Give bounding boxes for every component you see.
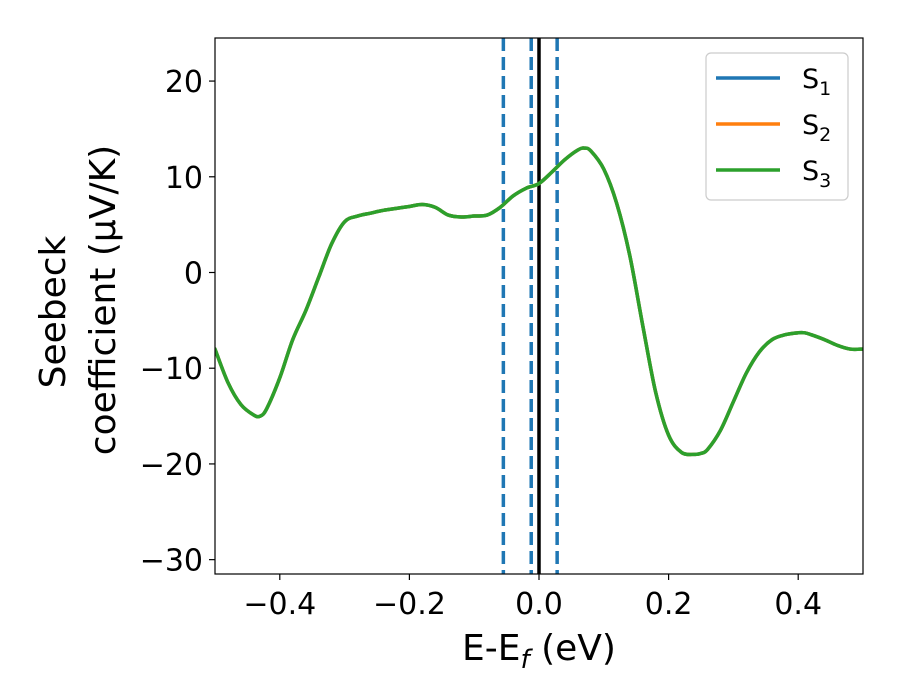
x-tick-label-1: −0.2 [373,587,446,622]
legend-label-2: S2 [802,110,831,146]
y-tick-label-4: 10 [165,161,203,196]
legend-label-3: S3 [802,156,831,192]
x-axis-title-tail: (eV) [530,628,616,669]
legend-label-main-3: S [802,156,819,187]
legend-label-main-2: S [802,110,819,141]
x-tick-label-2: 0.0 [515,587,563,622]
y-tick-label-5: 20 [165,65,203,100]
x-axis-title-main: E-E [462,628,520,669]
legend-label-sub-3: 3 [819,170,831,192]
legend-label-sub-1: 1 [819,78,831,100]
y-tick-label-1: −20 [140,448,203,483]
series-line-3 [215,146,863,457]
y-tick-label-2: −10 [140,352,203,387]
x-tick-label-0: −0.4 [243,587,316,622]
y-axis-title: Seebeck coefficient (μV/K) [33,145,124,455]
y-axis-title-line2: coefficient (μV/K) [83,145,124,455]
legend-label-1: S1 [802,64,831,100]
legend-label-main-1: S [802,64,819,95]
reference-lines [501,38,559,574]
y-tick-label-0: −30 [140,544,203,579]
y-axis-title-line1: Seebeck [33,235,74,388]
series-lines [215,146,863,457]
legend-label-sub-2: 2 [819,124,831,146]
x-axis-ticks: −0.4 −0.2 0.0 0.2 0.4 [243,574,822,622]
x-tick-label-3: 0.2 [645,587,693,622]
y-axis-ticks: −30 −20 −10 0 10 20 [140,65,215,579]
legend-box [705,52,849,201]
x-tick-label-4: 0.4 [774,587,822,622]
x-axis-title: E-Ef (eV) [462,628,616,675]
y-tick-label-3: 0 [184,257,203,292]
